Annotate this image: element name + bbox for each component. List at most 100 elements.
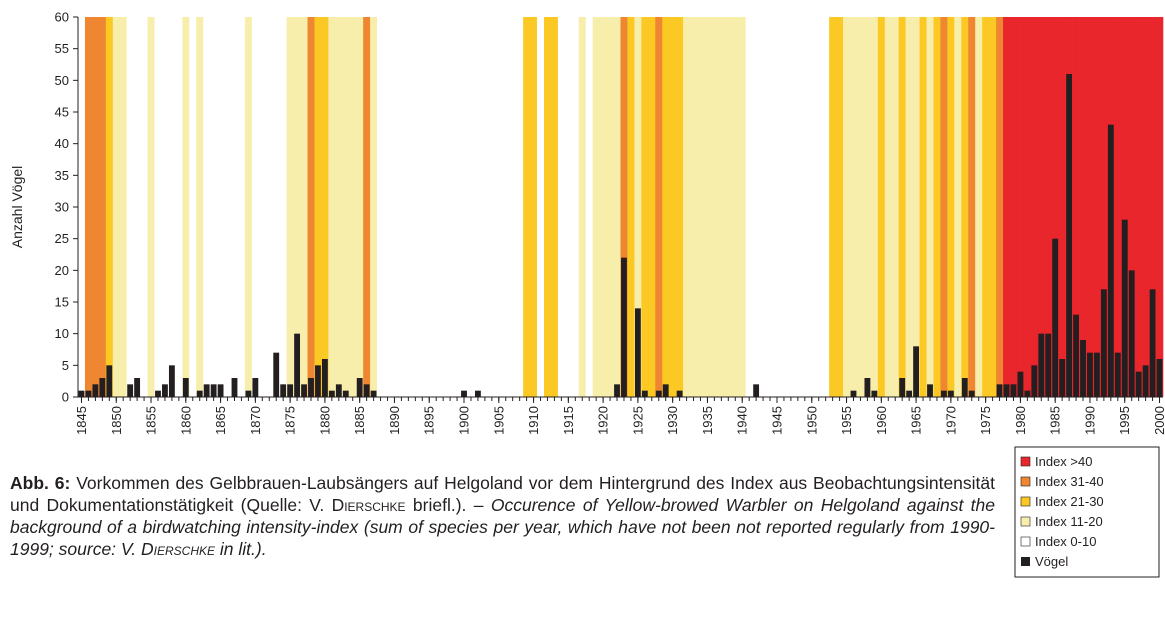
index-band	[175, 17, 183, 397]
index-band	[425, 17, 434, 397]
bar	[1114, 352, 1121, 397]
legend-swatch	[1020, 476, 1031, 487]
index-band	[439, 17, 447, 397]
bar	[1031, 365, 1038, 397]
bar	[315, 365, 321, 397]
index-band	[759, 17, 767, 397]
index-band	[794, 17, 802, 397]
index-band	[975, 17, 983, 397]
x-tick-label: 1960	[874, 406, 889, 435]
index-band	[1149, 17, 1157, 397]
bar	[182, 378, 189, 397]
index-band	[669, 17, 677, 397]
index-band	[537, 17, 545, 397]
index-band	[279, 17, 287, 397]
index-band	[822, 17, 830, 397]
index-band	[328, 17, 336, 397]
bar	[321, 359, 328, 397]
bar	[1017, 371, 1024, 397]
index-band	[947, 17, 955, 397]
index-band	[307, 17, 315, 397]
index-band	[411, 17, 420, 397]
index-band	[244, 17, 253, 397]
bar	[1003, 384, 1010, 397]
bar	[1080, 340, 1086, 397]
index-band	[961, 17, 969, 397]
index-band	[404, 17, 413, 397]
index-band	[481, 17, 489, 397]
legend-label: Index 21-30	[1035, 494, 1104, 509]
bar	[871, 390, 878, 397]
bar	[203, 384, 210, 397]
index-band	[870, 17, 879, 397]
legend-swatch	[1020, 516, 1031, 527]
legend-swatch	[1020, 496, 1031, 507]
index-band	[349, 17, 357, 397]
caption-text: in lit.).	[215, 539, 267, 559]
index-band	[495, 17, 503, 397]
x-tick-label: 1865	[213, 406, 228, 435]
x-tick-label: 1955	[839, 406, 854, 435]
legend-label: Index >40	[1035, 454, 1092, 469]
index-band	[1023, 17, 1032, 397]
legend-label: Index 31-40	[1035, 474, 1104, 489]
bar	[1024, 390, 1031, 397]
bar	[641, 390, 648, 397]
index-band	[265, 17, 274, 397]
index-band	[710, 17, 719, 397]
x-tick-label: 1950	[804, 406, 819, 435]
bar	[662, 384, 669, 397]
index-band	[1142, 17, 1150, 397]
x-tick-label: 1925	[630, 406, 645, 435]
index-band	[384, 17, 392, 397]
bar	[864, 378, 871, 397]
index-band	[968, 17, 976, 397]
x-tick-label: 1945	[769, 406, 784, 435]
bar	[273, 352, 280, 397]
bar	[287, 384, 294, 397]
index-band	[676, 17, 684, 397]
bar	[1107, 124, 1114, 398]
index-band	[147, 17, 155, 397]
bar	[1121, 219, 1128, 397]
bar	[753, 384, 760, 397]
x-tick-label: 1850	[109, 406, 124, 435]
index-band	[808, 17, 816, 397]
index-band	[787, 17, 795, 397]
index-band	[780, 17, 788, 397]
x-tick-label: 1880	[317, 406, 332, 435]
index-band	[648, 17, 656, 397]
y-tick-label: 30	[55, 200, 69, 215]
index-band	[1044, 17, 1053, 397]
index-band	[717, 17, 726, 397]
bar	[252, 378, 259, 397]
index-band	[98, 17, 107, 397]
index-band	[905, 17, 913, 397]
x-tick-label: 1895	[422, 406, 437, 435]
x-tick-label: 1890	[387, 406, 402, 435]
index-band	[377, 17, 385, 397]
index-band	[641, 17, 649, 397]
legend-swatch	[1021, 557, 1030, 566]
index-band	[78, 17, 86, 397]
bar	[676, 390, 683, 397]
index-band	[293, 17, 301, 397]
index-band	[1128, 17, 1136, 397]
bar	[1156, 359, 1163, 397]
bar	[1094, 352, 1100, 397]
index-band	[203, 17, 211, 397]
x-tick-label: 1870	[248, 406, 263, 435]
index-band	[627, 17, 635, 397]
index-band	[585, 17, 593, 397]
bar	[850, 390, 857, 397]
bar	[1142, 365, 1149, 397]
index-band	[154, 17, 162, 397]
index-band	[231, 17, 239, 397]
index-band	[196, 17, 204, 397]
bar	[1052, 238, 1059, 397]
x-tick-label: 1900	[457, 406, 472, 435]
index-band	[1037, 17, 1046, 397]
index-band	[300, 17, 308, 397]
index-band	[578, 17, 587, 397]
index-band	[1051, 17, 1059, 397]
